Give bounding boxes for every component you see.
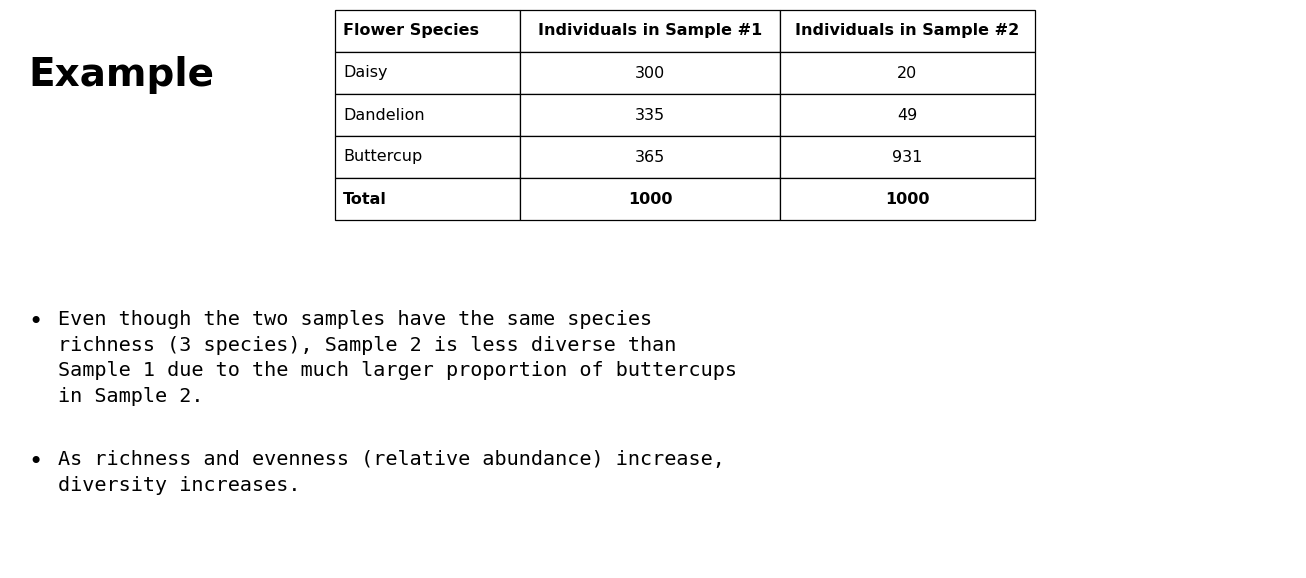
- Text: Even though the two samples have the same species
richness (3 species), Sample 2: Even though the two samples have the sam…: [57, 310, 737, 406]
- Bar: [336, 136, 520, 178]
- Text: Example: Example: [27, 56, 214, 94]
- Bar: [520, 178, 780, 220]
- Text: 20: 20: [897, 65, 918, 80]
- Text: Individuals in Sample #2: Individuals in Sample #2: [795, 24, 1020, 39]
- Text: •: •: [27, 310, 42, 334]
- Text: 335: 335: [635, 108, 665, 123]
- Text: Buttercup: Buttercup: [343, 150, 422, 165]
- Bar: [780, 94, 1034, 136]
- Bar: [520, 52, 780, 94]
- Bar: [780, 10, 1034, 52]
- Text: Flower Species: Flower Species: [343, 24, 479, 39]
- Bar: [336, 10, 520, 52]
- Bar: [520, 10, 780, 52]
- Bar: [336, 94, 520, 136]
- Text: As richness and evenness (relative abundance) increase,
diversity increases.: As richness and evenness (relative abund…: [57, 450, 725, 495]
- Text: 300: 300: [635, 65, 665, 80]
- Bar: [780, 136, 1034, 178]
- Bar: [780, 178, 1034, 220]
- Bar: [336, 178, 520, 220]
- Text: Total: Total: [343, 191, 387, 206]
- Text: 365: 365: [635, 150, 665, 165]
- Text: Dandelion: Dandelion: [343, 108, 424, 123]
- Bar: [780, 52, 1034, 94]
- Bar: [520, 94, 780, 136]
- Text: 1000: 1000: [885, 191, 930, 206]
- Bar: [520, 136, 780, 178]
- Bar: [336, 52, 520, 94]
- Text: 1000: 1000: [628, 191, 673, 206]
- Text: •: •: [27, 450, 42, 474]
- Text: 931: 931: [892, 150, 922, 165]
- Text: Daisy: Daisy: [343, 65, 388, 80]
- Text: 49: 49: [897, 108, 918, 123]
- Text: Individuals in Sample #1: Individuals in Sample #1: [538, 24, 763, 39]
